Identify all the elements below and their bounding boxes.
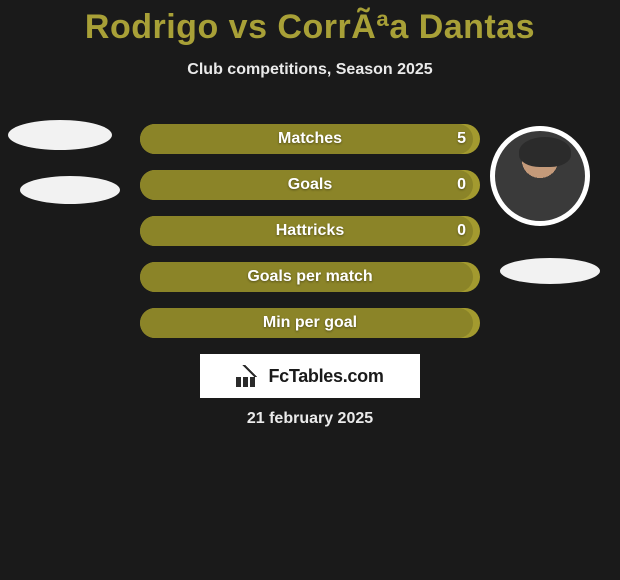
stat-bars: Matches 5 Goals 0 Hattricks 0 Goals per …	[140, 124, 480, 354]
page-subtitle: Club competitions, Season 2025	[0, 61, 620, 79]
stat-bar-matches: Matches 5	[140, 124, 480, 154]
bar-label: Matches	[140, 124, 480, 154]
logo-text: FcTables.com	[268, 366, 383, 387]
stat-bar-goals-per-match: Goals per match	[140, 262, 480, 292]
bar-label: Hattricks	[140, 216, 480, 246]
bar-value: 0	[457, 216, 466, 246]
stat-bar-min-per-goal: Min per goal	[140, 308, 480, 338]
logo: FcTables.com	[200, 354, 420, 398]
avatar-left-placeholder-1	[8, 120, 112, 150]
stat-bar-hattricks: Hattricks 0	[140, 216, 480, 246]
avatar-left-placeholder-2	[20, 176, 120, 204]
bar-label: Goals per match	[140, 262, 480, 292]
avatar-right-placeholder-2	[500, 258, 600, 284]
bar-value: 0	[457, 170, 466, 200]
footer-date: 21 february 2025	[0, 410, 620, 428]
avatar-right	[490, 126, 590, 226]
bar-value: 5	[457, 124, 466, 154]
stat-bar-goals: Goals 0	[140, 170, 480, 200]
bar-label: Min per goal	[140, 308, 480, 338]
page-title: Rodrigo vs CorrÃªa Dantas	[0, 0, 620, 47]
bar-label: Goals	[140, 170, 480, 200]
logo-chart-icon	[236, 365, 262, 387]
